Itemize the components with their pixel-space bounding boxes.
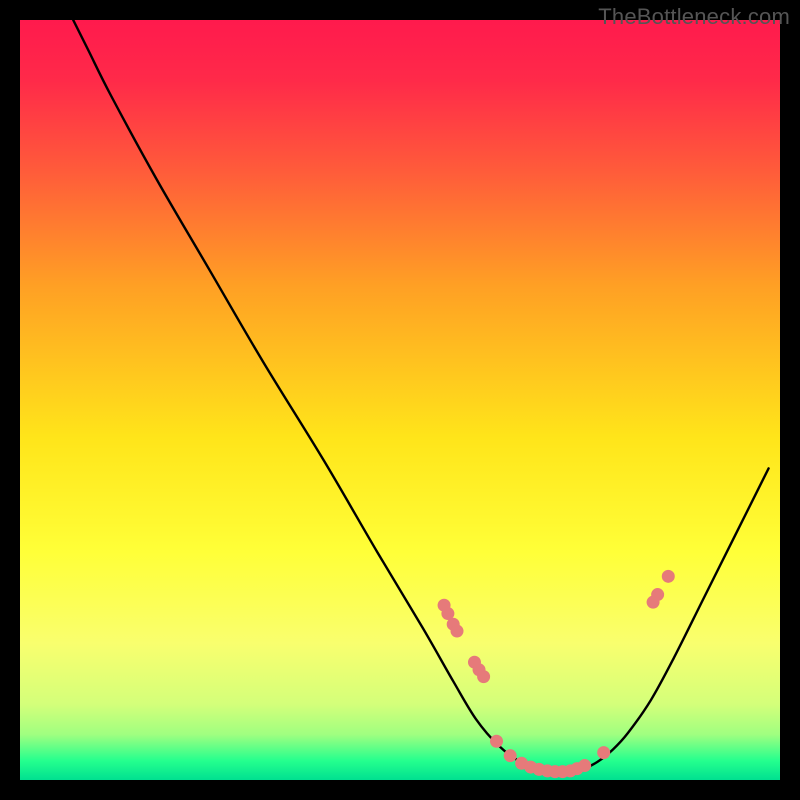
gradient-background [20, 20, 780, 780]
plot-svg [20, 20, 780, 780]
data-marker [451, 625, 463, 637]
data-marker [504, 750, 516, 762]
data-marker [579, 760, 591, 772]
data-marker [652, 589, 664, 601]
plot-area [20, 20, 780, 780]
data-marker [478, 671, 490, 683]
data-marker [442, 608, 454, 620]
chart-container: TheBottleneck.com [0, 0, 800, 800]
data-marker [598, 747, 610, 759]
data-marker [491, 735, 503, 747]
data-marker [662, 570, 674, 582]
watermark-text: TheBottleneck.com [598, 4, 790, 30]
